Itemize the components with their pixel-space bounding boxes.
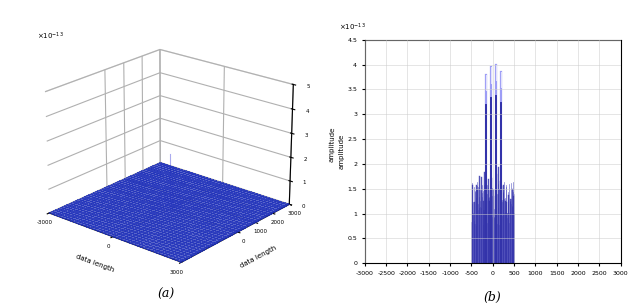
Text: $\times10^{-13}$: $\times10^{-13}$ bbox=[37, 31, 64, 43]
Text: (a): (a) bbox=[158, 289, 175, 301]
Text: $\times10^{-13}$: $\times10^{-13}$ bbox=[339, 22, 366, 33]
Y-axis label: amplitude: amplitude bbox=[339, 134, 344, 169]
Y-axis label: data length: data length bbox=[239, 245, 277, 269]
Text: (b): (b) bbox=[484, 291, 502, 304]
X-axis label: data length: data length bbox=[76, 254, 115, 273]
